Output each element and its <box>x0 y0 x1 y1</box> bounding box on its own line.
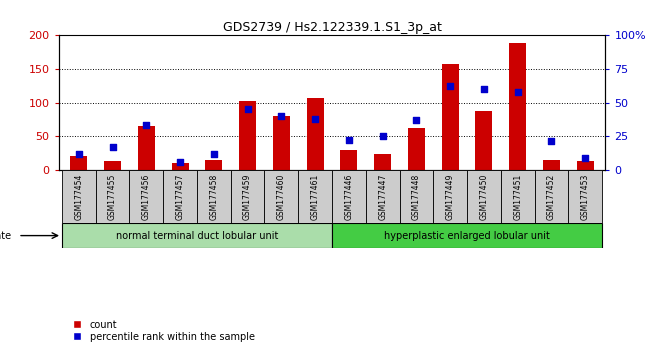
Bar <box>366 170 400 223</box>
Point <box>478 86 489 92</box>
Text: GSM177461: GSM177461 <box>311 173 320 219</box>
Point <box>546 139 557 144</box>
Point <box>344 137 354 143</box>
Text: GSM177449: GSM177449 <box>446 173 454 220</box>
Bar <box>568 170 602 223</box>
Bar <box>442 64 458 170</box>
Bar <box>239 101 256 170</box>
Bar <box>332 223 602 248</box>
Text: normal terminal duct lobular unit: normal terminal duct lobular unit <box>116 230 278 241</box>
Text: GSM177452: GSM177452 <box>547 173 556 219</box>
Bar <box>467 170 501 223</box>
Text: GSM177455: GSM177455 <box>108 173 117 220</box>
Bar <box>298 170 332 223</box>
Text: GSM177456: GSM177456 <box>142 173 151 220</box>
Bar <box>543 160 560 170</box>
Bar <box>104 161 121 170</box>
Bar <box>62 223 332 248</box>
Bar <box>172 163 189 170</box>
Point <box>74 151 84 156</box>
Legend: count, percentile rank within the sample: count, percentile rank within the sample <box>63 316 258 346</box>
Text: GSM177459: GSM177459 <box>243 173 252 220</box>
Text: GSM177451: GSM177451 <box>513 173 522 219</box>
Text: GSM177450: GSM177450 <box>479 173 488 220</box>
Text: GSM177453: GSM177453 <box>581 173 590 220</box>
Bar <box>577 161 594 170</box>
Text: GSM177460: GSM177460 <box>277 173 286 220</box>
Bar <box>400 170 434 223</box>
Point <box>175 159 186 165</box>
Bar <box>332 170 366 223</box>
Bar <box>96 170 130 223</box>
Bar <box>62 170 96 223</box>
Point <box>411 117 422 123</box>
Text: GSM177446: GSM177446 <box>344 173 353 220</box>
Bar <box>534 170 568 223</box>
Point <box>107 144 118 150</box>
Text: disease state: disease state <box>0 230 11 241</box>
Text: GSM177457: GSM177457 <box>176 173 185 220</box>
Bar <box>509 44 526 170</box>
Bar <box>70 156 87 170</box>
Text: GSM177458: GSM177458 <box>210 173 218 219</box>
Bar <box>501 170 534 223</box>
Bar <box>138 126 155 170</box>
Text: hyperplastic enlarged lobular unit: hyperplastic enlarged lobular unit <box>384 230 550 241</box>
Bar <box>130 170 163 223</box>
Bar <box>197 170 230 223</box>
Point <box>580 155 590 160</box>
Point <box>276 113 286 119</box>
Bar <box>374 154 391 170</box>
Text: GSM177454: GSM177454 <box>74 173 83 220</box>
Bar <box>163 170 197 223</box>
Bar <box>434 170 467 223</box>
Bar <box>408 128 425 170</box>
Title: GDS2739 / Hs2.122339.1.S1_3p_at: GDS2739 / Hs2.122339.1.S1_3p_at <box>223 21 441 34</box>
Bar <box>264 170 298 223</box>
Text: GSM177448: GSM177448 <box>412 173 421 219</box>
Bar <box>273 116 290 170</box>
Point <box>242 107 253 112</box>
Point <box>512 89 523 95</box>
Point <box>209 151 219 156</box>
Point <box>141 122 152 128</box>
Bar <box>307 98 324 170</box>
Bar <box>340 149 357 170</box>
Point <box>378 133 388 139</box>
Point <box>310 116 320 121</box>
Bar <box>230 170 264 223</box>
Text: GSM177447: GSM177447 <box>378 173 387 220</box>
Bar <box>206 160 222 170</box>
Point <box>445 84 455 89</box>
Bar <box>475 111 492 170</box>
